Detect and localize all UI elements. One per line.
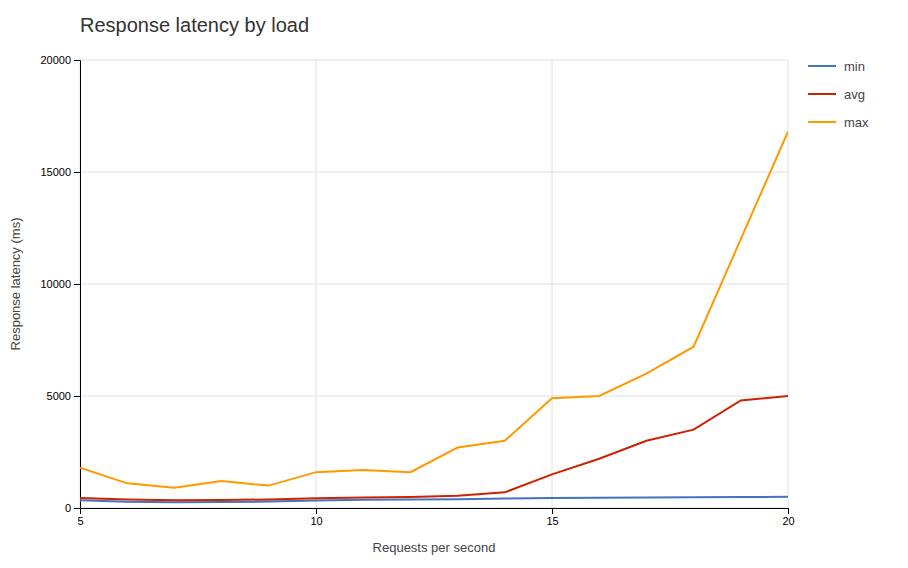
tick-label: 10 (310, 515, 322, 527)
tick-label: 20 (782, 515, 794, 527)
series-line (80, 132, 788, 488)
legend-item: avg (808, 87, 865, 102)
x-axis-label: Requests per second (373, 540, 496, 555)
legend-swatch (808, 65, 836, 67)
tick-label: 15 (546, 515, 558, 527)
tick-label: 10000 (40, 278, 71, 290)
x-axis: 5 10 15 20 (77, 508, 794, 527)
grid-line (80, 60, 788, 61)
chart: 5 10 15 20 0 5000 10000 15000 20000 Response late… (0, 0, 908, 568)
tick: 5000 (47, 390, 80, 402)
y-axis-label: Response latency (ms) (8, 218, 23, 351)
series-line (80, 396, 788, 500)
legend-label: min (844, 59, 865, 74)
grid (80, 60, 788, 508)
legend-swatch (808, 121, 836, 123)
tick: 20000 (40, 54, 80, 66)
lines (80, 132, 788, 502)
legend-item: max (808, 115, 869, 130)
tick-label: 0 (65, 502, 71, 514)
tick-label: 15000 (40, 166, 71, 178)
tick-mark (316, 508, 317, 514)
legend: min avg max (808, 59, 869, 130)
tick-label: 20000 (40, 54, 71, 66)
legend-swatch (808, 93, 836, 95)
title: Response latency by load (80, 14, 309, 36)
tick: 10000 (40, 278, 80, 290)
tick-mark (74, 172, 80, 173)
tick-mark (74, 60, 80, 61)
grid-line (80, 396, 788, 397)
tick: 15000 (40, 166, 80, 178)
plot: 5 10 15 20 0 5000 10000 15000 20000 (40, 54, 794, 527)
legend-label: max (844, 115, 869, 130)
tick-mark (788, 508, 789, 514)
grid-line (80, 172, 788, 173)
tick: 15 (546, 508, 558, 527)
axis-domain (81, 509, 789, 515)
legend-label: avg (844, 87, 865, 102)
tick-mark (552, 508, 553, 514)
axis-domain (74, 61, 81, 509)
tick: 0 (65, 502, 80, 514)
tick: 20 (782, 508, 794, 527)
grid-line (80, 284, 788, 285)
tick: 10 (310, 508, 322, 527)
legend-item: min (808, 59, 865, 74)
tick-mark (74, 284, 80, 285)
tick-mark (74, 508, 80, 509)
tick-mark (74, 396, 80, 397)
tick: 5 (77, 508, 83, 527)
y-axis: 0 5000 10000 15000 20000 (40, 54, 80, 514)
tick-label: 5000 (47, 390, 71, 402)
tick-label: 5 (77, 515, 83, 527)
